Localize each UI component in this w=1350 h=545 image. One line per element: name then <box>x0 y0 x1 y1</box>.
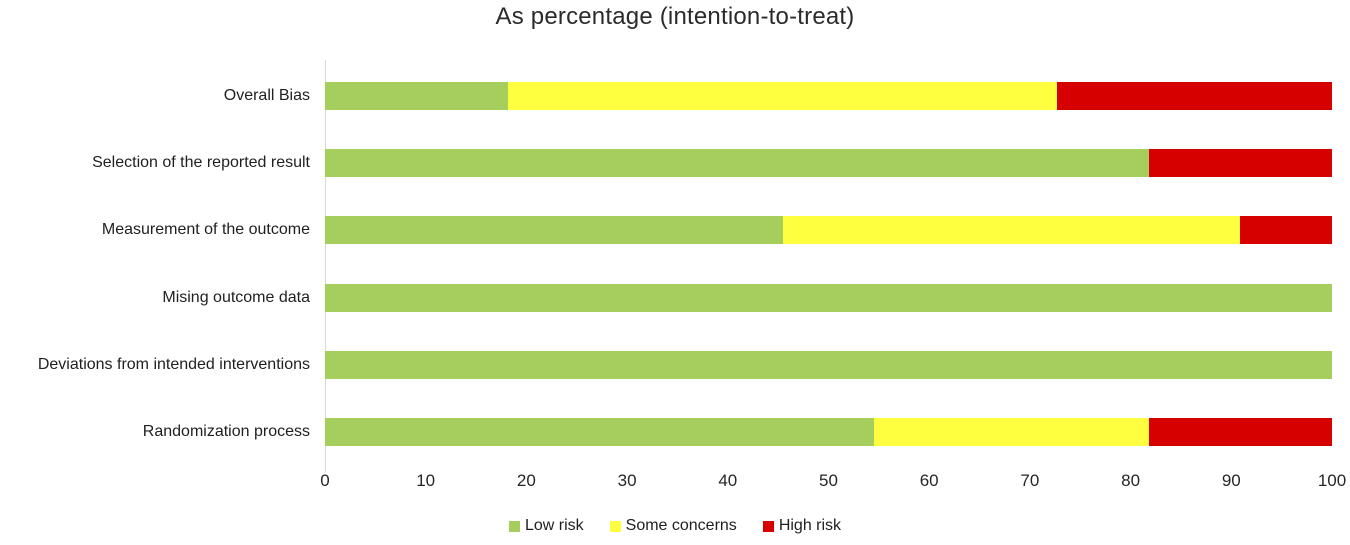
legend-label: Some concerns <box>625 517 737 534</box>
bar-track <box>325 216 1332 245</box>
bar-segment-high-risk <box>1148 148 1332 177</box>
chart-row: Mising outcome data <box>0 264 1332 331</box>
category-label: Measurement of the outcome <box>101 221 310 239</box>
bar-segment-high-risk <box>1240 216 1332 245</box>
bar-segment-high-risk <box>1148 418 1332 447</box>
x-axis-tick-label: 50 <box>819 471 838 490</box>
bar-segment-some-concerns <box>508 81 1058 110</box>
bar-segment-low-risk <box>325 283 1332 312</box>
chart-row: Overall Bias <box>0 62 1332 129</box>
bar-track <box>325 418 1332 447</box>
x-axis-tick-label: 100 <box>1317 471 1347 490</box>
y-axis-line <box>325 60 326 472</box>
x-axis-tick-label: 30 <box>617 471 637 490</box>
bar-segment-low-risk <box>325 350 1332 379</box>
x-axis-tick-label: 90 <box>1221 471 1241 490</box>
legend-item-high-risk: High risk <box>762 517 842 535</box>
bar-segment-low-risk <box>325 148 1149 177</box>
bar-segment-low-risk <box>325 81 509 110</box>
bar-track <box>325 283 1332 312</box>
x-axis-tick-label: 0 <box>320 471 330 490</box>
category-label: Deviations from intended interventions <box>37 355 310 373</box>
category-label: Randomization process <box>142 423 310 441</box>
bar-track <box>325 350 1332 379</box>
x-axis-tick-label: 60 <box>919 471 939 490</box>
legend-label: High risk <box>778 517 842 534</box>
chart-row: Measurement of the outcome <box>0 197 1332 264</box>
chart-title: As percentage (intention-to-treat) <box>495 3 855 30</box>
legend-swatch-icon <box>762 520 774 532</box>
bar-segment-low-risk <box>325 216 783 245</box>
bar-segment-low-risk <box>325 418 875 447</box>
x-axis-tick-label: 70 <box>1020 471 1040 490</box>
bar-track <box>325 81 1332 110</box>
legend: Low risk Some concerns High risk <box>0 517 1350 535</box>
bar-rows: Overall Bias Selection of the reported re… <box>0 62 1332 466</box>
x-axis-tick-label: 10 <box>416 471 436 490</box>
bar-segment-high-risk <box>1057 81 1332 110</box>
chart-row: Selection of the reported result <box>0 129 1332 196</box>
legend-item-low-risk: Low risk <box>508 517 584 535</box>
legend-swatch-icon <box>508 520 520 532</box>
category-label: Selection of the reported result <box>92 153 310 171</box>
category-label: Mising outcome data <box>162 288 310 306</box>
x-axis-tick-label: 80 <box>1121 471 1141 490</box>
x-axis-tick-labels: 0 10 20 30 40 50 60 70 80 90 100 <box>320 470 1346 492</box>
bar-segment-some-concerns <box>874 418 1149 447</box>
category-label: Overall Bias <box>223 86 310 104</box>
bar-segment-some-concerns <box>782 216 1241 245</box>
x-axis-tick-label: 20 <box>516 471 536 490</box>
chart-row: Randomization process <box>0 399 1332 466</box>
plot-area: Overall Bias Selection of the reported re… <box>0 60 1346 490</box>
legend-swatch-icon <box>609 520 621 532</box>
legend-item-some-concerns: Some concerns <box>609 517 737 535</box>
legend-label: Low risk <box>524 517 584 534</box>
x-axis-tick-label: 40 <box>718 471 738 490</box>
bar-track <box>325 148 1332 177</box>
chart-row: Deviations from intended interventions <box>0 331 1332 398</box>
